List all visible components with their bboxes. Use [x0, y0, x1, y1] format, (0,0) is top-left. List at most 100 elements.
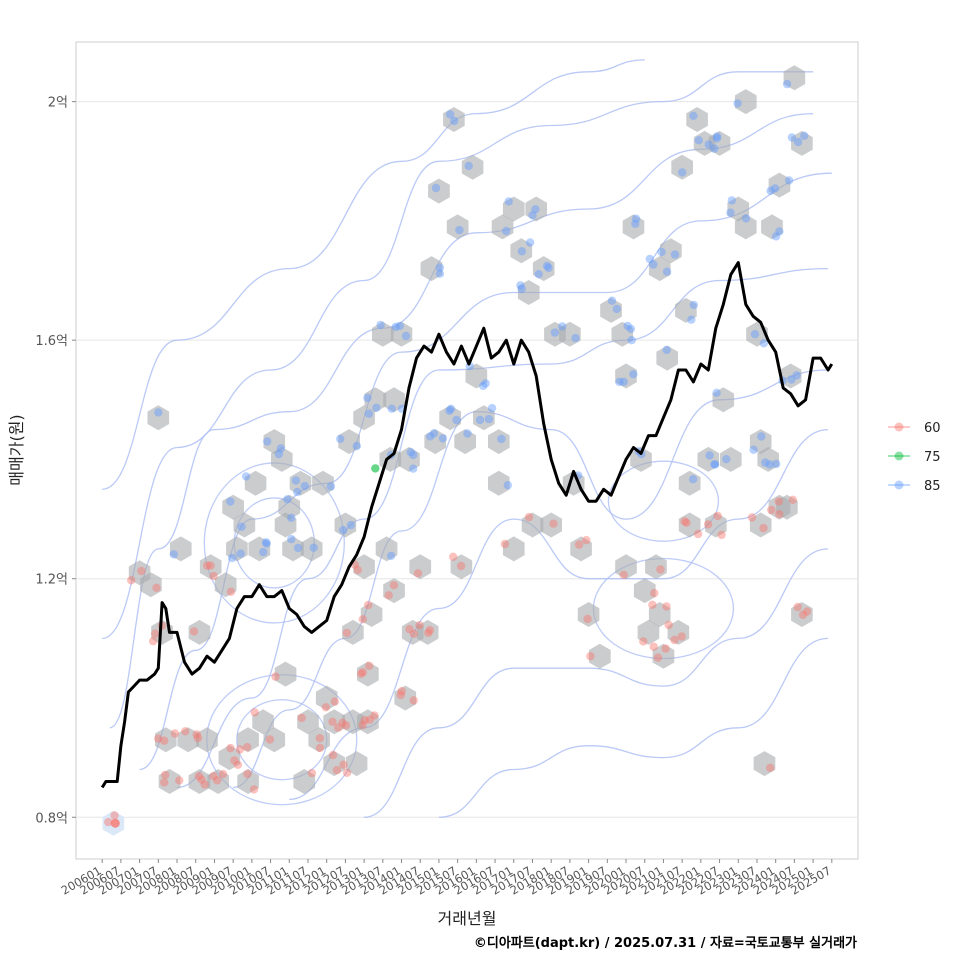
scatter-point: [450, 116, 459, 126]
hexbin-cell: [454, 429, 476, 455]
hexbin-cell: [300, 536, 323, 562]
scatter-point: [782, 79, 792, 89]
scatter-point: [358, 720, 367, 730]
scatter-point: [338, 718, 347, 727]
hexbin-cell: [218, 745, 241, 771]
scatter-point: [662, 345, 671, 355]
hexbin-cell: [525, 196, 547, 222]
scatter-point: [160, 778, 169, 787]
scatter-point: [733, 99, 742, 108]
scatter-point: [800, 131, 809, 140]
hexbin-cell: [637, 619, 660, 645]
scatter-point: [713, 511, 722, 521]
scatter-point: [550, 328, 560, 337]
scatter-point: [346, 520, 356, 530]
hexbin-cell: [753, 751, 776, 777]
hexbin-cell: [342, 619, 364, 645]
scatter-point: [487, 403, 497, 413]
scatter-point: [784, 176, 794, 185]
scatter-point: [528, 211, 537, 220]
scatter-point: [365, 715, 374, 724]
scatter-point: [194, 772, 204, 781]
scatter-point: [376, 320, 385, 330]
scatter-point: [262, 539, 271, 548]
scatter-point: [586, 652, 595, 661]
scatter-point: [151, 629, 160, 638]
scatter-point: [415, 621, 424, 630]
hexbin-cell: [615, 363, 637, 389]
hexbin-cell: [424, 429, 446, 455]
hexbin-cell: [768, 172, 791, 198]
scatter-point: [175, 776, 184, 785]
scatter-point: [648, 600, 657, 609]
hexbin-cell: [375, 536, 398, 562]
scatter-point: [619, 377, 628, 386]
scatter-point: [500, 539, 510, 549]
scatter-point: [438, 434, 448, 443]
scatter-point: [358, 668, 368, 677]
scatter-point: [712, 388, 721, 397]
hexbin-cell: [155, 727, 177, 753]
hexbin-cell: [278, 494, 301, 520]
legend-label: 75: [924, 450, 941, 465]
scatter-point: [445, 406, 454, 415]
scatter-point: [712, 134, 721, 143]
scatter-point: [228, 553, 237, 563]
scatter-point: [757, 432, 766, 441]
hexbin-cell: [559, 321, 581, 347]
x-axis-title: 거래년월: [438, 909, 497, 928]
scatter-point: [770, 184, 780, 193]
scatter-point: [524, 512, 534, 522]
scatter-point: [657, 247, 666, 257]
scatter-point: [682, 518, 691, 527]
hexbin-cell: [383, 578, 405, 604]
hexbin-cell: [271, 446, 293, 472]
hexbin-cell: [297, 709, 319, 735]
hexbin-cell: [532, 256, 555, 282]
hexbin-cell: [293, 769, 316, 794]
scatter-point: [626, 324, 636, 333]
scatter-point: [650, 588, 659, 598]
hexbin-cell: [577, 602, 600, 627]
scatter-point: [549, 519, 558, 528]
legend-label: 60: [924, 421, 941, 436]
scatter-point: [413, 569, 423, 578]
scatter-point: [649, 642, 658, 651]
scatter-point: [793, 137, 803, 147]
scatter-point: [775, 509, 784, 519]
scatter-point: [241, 472, 251, 481]
scatter-point: [798, 610, 808, 619]
scatter-point: [358, 615, 367, 624]
scatter-point: [127, 576, 136, 585]
scatter-point: [287, 534, 296, 544]
scatter-point: [710, 144, 719, 153]
scatter-point: [152, 583, 161, 592]
hexbin-cell: [461, 154, 484, 180]
scatter-point: [766, 763, 775, 772]
hexbin-cell: [712, 387, 735, 413]
hexbin-cell: [678, 470, 701, 496]
hexbin-cell: [686, 107, 708, 132]
scatter-point: [233, 760, 243, 769]
density-contour-loop: [607, 460, 720, 542]
scatter-point: [455, 225, 464, 235]
hexbin-cell: [615, 554, 637, 580]
scatter-point: [687, 315, 696, 324]
scatter-point: [309, 543, 318, 552]
hexbin-cell: [517, 280, 540, 305]
y-tick-label: 1.6억: [35, 334, 68, 349]
hexbin-cell: [312, 470, 334, 496]
hexbin-cell: [233, 512, 256, 538]
scatter-point: [787, 133, 797, 142]
scatter-point: [307, 768, 317, 778]
scatter-point: [479, 381, 488, 391]
hexbin-cell: [727, 196, 750, 222]
scatter-point: [759, 523, 768, 533]
scatter-point: [236, 549, 245, 558]
scatter-point: [670, 635, 679, 645]
scatter-point: [759, 339, 768, 348]
hexbin-cell: [749, 429, 772, 455]
scatter-point: [558, 322, 567, 331]
scatter-point: [703, 520, 713, 529]
hexbin-cell: [656, 345, 678, 371]
